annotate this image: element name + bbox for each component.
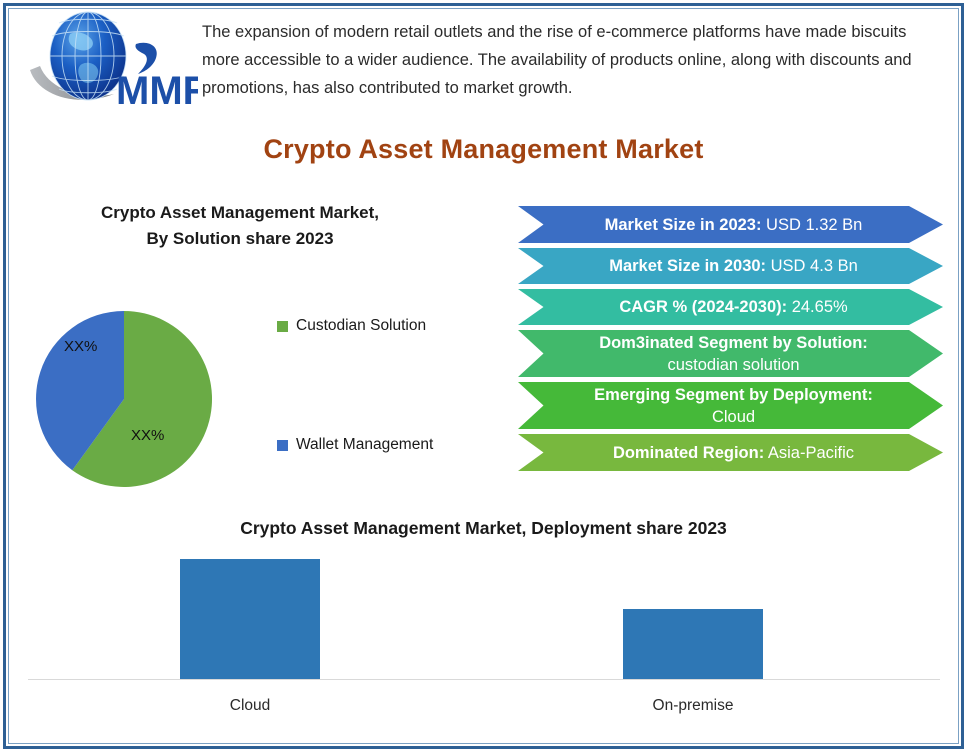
banner-market-size-2030-label: Market Size in 2030: (609, 257, 767, 275)
banner-emerging-segment-deployment-value: Cloud (711, 407, 756, 426)
bar-on-premise (623, 609, 763, 679)
pie-chart-title-line2: By Solution share 2023 (146, 229, 334, 248)
bar-label-cloud: Cloud (229, 697, 271, 714)
bar-label-on-premise: On-premise (652, 697, 734, 714)
banner-market-size-2023-value: USD 1.32 Bn (761, 215, 863, 234)
globe-icon: MMR (30, 11, 198, 112)
banner-cagr: CAGR % (2024-2030): 24.65% (518, 289, 943, 325)
banner-dominated-segment-solution: Dom3inated Segment by Solution: custodia… (518, 330, 943, 377)
banner-market-size-2030: Market Size in 2030: USD 4.3 Bn (518, 248, 943, 284)
legend-label-custodian: Custodian Solution (296, 317, 427, 334)
page-title: Crypto Asset Management Market (263, 134, 704, 164)
pie-slice-custodian (72, 311, 213, 487)
banner-dominated-region-label: Dominated Region: (612, 443, 765, 462)
intro-paragraph: The expansion of modern retail outlets a… (202, 23, 912, 97)
key-metrics-banner-list: Market Size in 2023: USD 1.32 Bn Market … (518, 206, 943, 476)
banner-emerging-segment-deployment-label: Emerging Segment by Deployment: (594, 385, 873, 404)
solution-share-pie-chart (32, 307, 216, 491)
banner-market-size-2023: Market Size in 2023: USD 1.32 Bn (518, 206, 943, 243)
bar-chart-title: Crypto Asset Management Market, Deployme… (240, 518, 727, 538)
pie-label-custodian: XX% (131, 427, 165, 444)
legend-swatch-custodian (277, 320, 288, 332)
pie-chart-title: Crypto Asset Management Market, By Solut… (20, 200, 460, 252)
banner-dominated-segment-solution-label: Dom3inated Segment by Solution: (599, 333, 868, 352)
pie-label-wallet: XX% (64, 338, 98, 355)
deployment-share-bar-chart: Cloud On-premise (28, 548, 940, 723)
banner-market-size-2030-value: USD 4.3 Bn (766, 257, 858, 275)
banner-dominated-region-value: Asia-Pacific (764, 443, 855, 462)
banner-dominated-segment-solution-value: custodian solution (667, 355, 800, 374)
legend-label-wallet: Wallet Management (296, 436, 434, 453)
mmr-logo: MMR (26, 8, 198, 112)
pie-chart-title-line1: Crypto Asset Management Market, (100, 203, 380, 222)
legend-item-custodian: Custodian Solution (277, 317, 426, 335)
pie-slice-wallet (36, 311, 125, 471)
banner-cagr-value: 24.65% (787, 298, 848, 316)
legend-item-wallet: Wallet Management (277, 436, 433, 454)
banner-dominated-region: Dominated Region: Asia-Pacific (518, 434, 943, 471)
banner-cagr-label: CAGR % (2024-2030): (619, 298, 788, 316)
swoosh-shape (30, 66, 114, 100)
banner-market-size-2023-label: Market Size in 2023: (604, 215, 762, 234)
bar-chart-axis-line (28, 679, 940, 680)
bar-cloud (180, 559, 320, 679)
mmr-wordmark: MMR (116, 69, 198, 112)
legend-swatch-wallet (277, 439, 288, 451)
banner-emerging-segment-deployment: Emerging Segment by Deployment: Cloud (518, 382, 943, 429)
